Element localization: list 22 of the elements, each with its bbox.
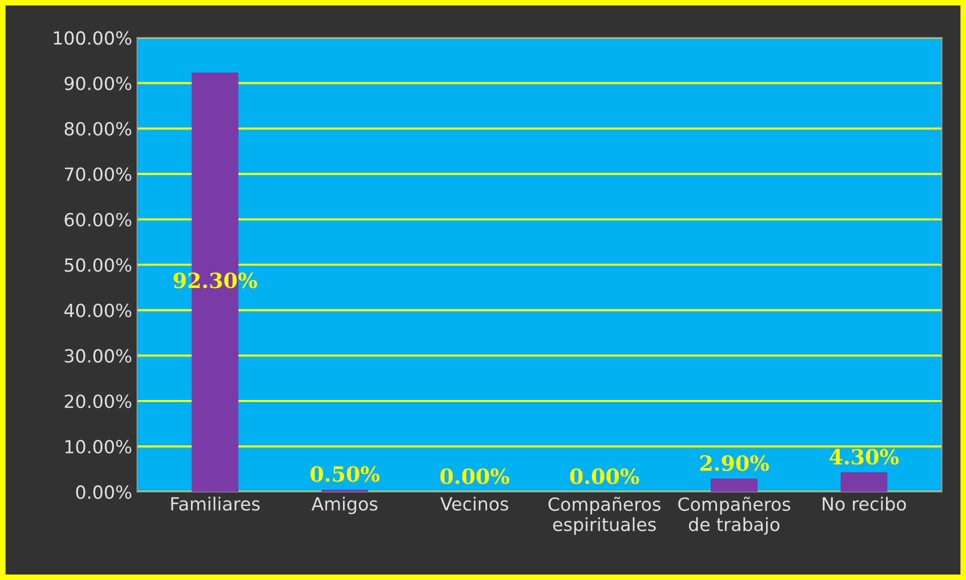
- x-tick-label: Familiares: [171, 496, 260, 511]
- x-tick-label: Amigos: [312, 496, 378, 514]
- y-tick-label: 50.00%: [64, 258, 132, 272]
- data-label: 0.00%: [440, 468, 510, 484]
- x-tick-label: Vecinos: [440, 496, 508, 511]
- y-tick-label: 30.00%: [64, 349, 132, 363]
- data-label: 2.90%: [700, 455, 769, 471]
- y-tick-label: 40.00%: [64, 304, 132, 318]
- data-label: 0.00%: [570, 468, 640, 484]
- x-tick-label: No recibo: [822, 496, 906, 511]
- y-tick-label: 70.00%: [64, 167, 132, 182]
- y-tick-label: 100.00%: [54, 31, 132, 45]
- y-tick-label: 10.00%: [65, 440, 132, 454]
- data-label: 4.30%: [830, 448, 899, 465]
- y-tick-label: 80.00%: [64, 122, 132, 136]
- y-tick-label: 90.00%: [64, 76, 132, 90]
- y-tick-label: 0.00%: [76, 485, 132, 499]
- y-tick-label: 60.00%: [64, 212, 132, 226]
- data-label: 0.50%: [310, 466, 380, 482]
- x-tick-label: Compañeros espirituales: [548, 496, 660, 535]
- x-tick-label: Compañeros de trabajo: [678, 496, 790, 535]
- y-tick-label: 20.00%: [64, 394, 132, 408]
